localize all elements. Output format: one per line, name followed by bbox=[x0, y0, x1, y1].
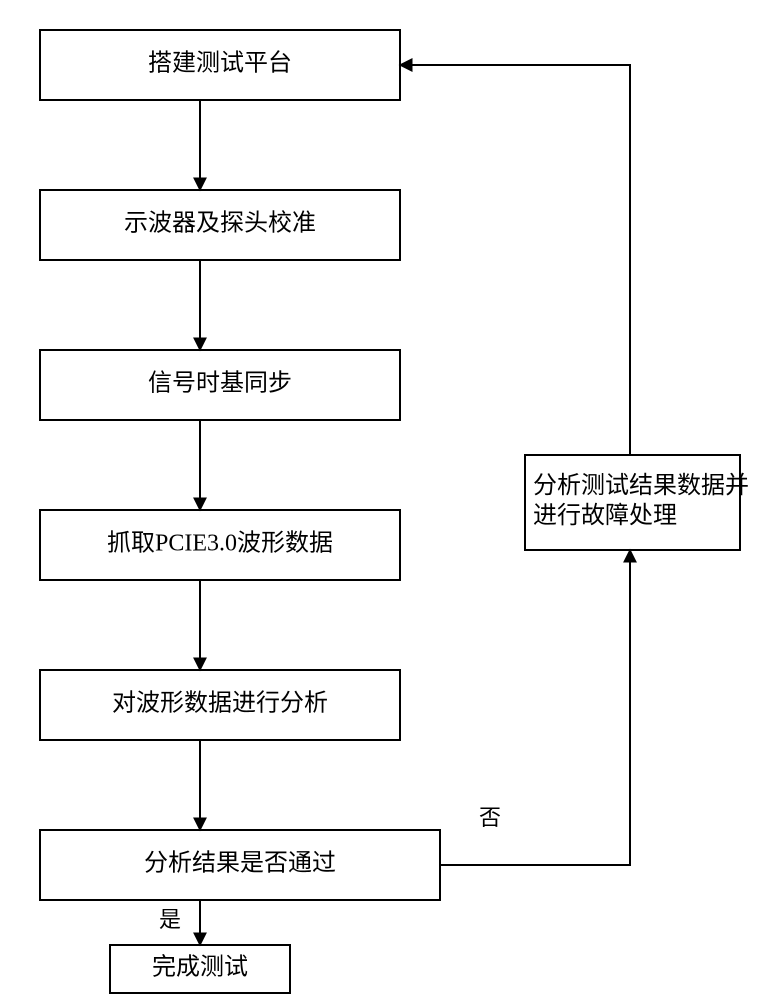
flow-node-label: 抓取PCIE3.0波形数据 bbox=[107, 530, 333, 557]
flow-arrow-feedback bbox=[400, 65, 630, 455]
flow-node-label: 信号时基同步 bbox=[148, 370, 292, 397]
flow-node-label: 完成测试 bbox=[152, 954, 248, 981]
flow-node-label: 分析测试结果数据并 bbox=[533, 472, 749, 499]
flow-arrow-feedback bbox=[440, 550, 630, 865]
flow-node-label: 对波形数据进行分析 bbox=[112, 690, 328, 717]
edge-label: 否 bbox=[479, 805, 501, 830]
flow-node-label: 分析结果是否通过 bbox=[144, 850, 336, 877]
flow-node-label: 搭建测试平台 bbox=[148, 50, 292, 77]
flow-node-label: 示波器及探头校准 bbox=[124, 210, 316, 237]
edge-label: 是 bbox=[159, 907, 181, 932]
flow-node-label: 进行故障处理 bbox=[533, 502, 677, 529]
